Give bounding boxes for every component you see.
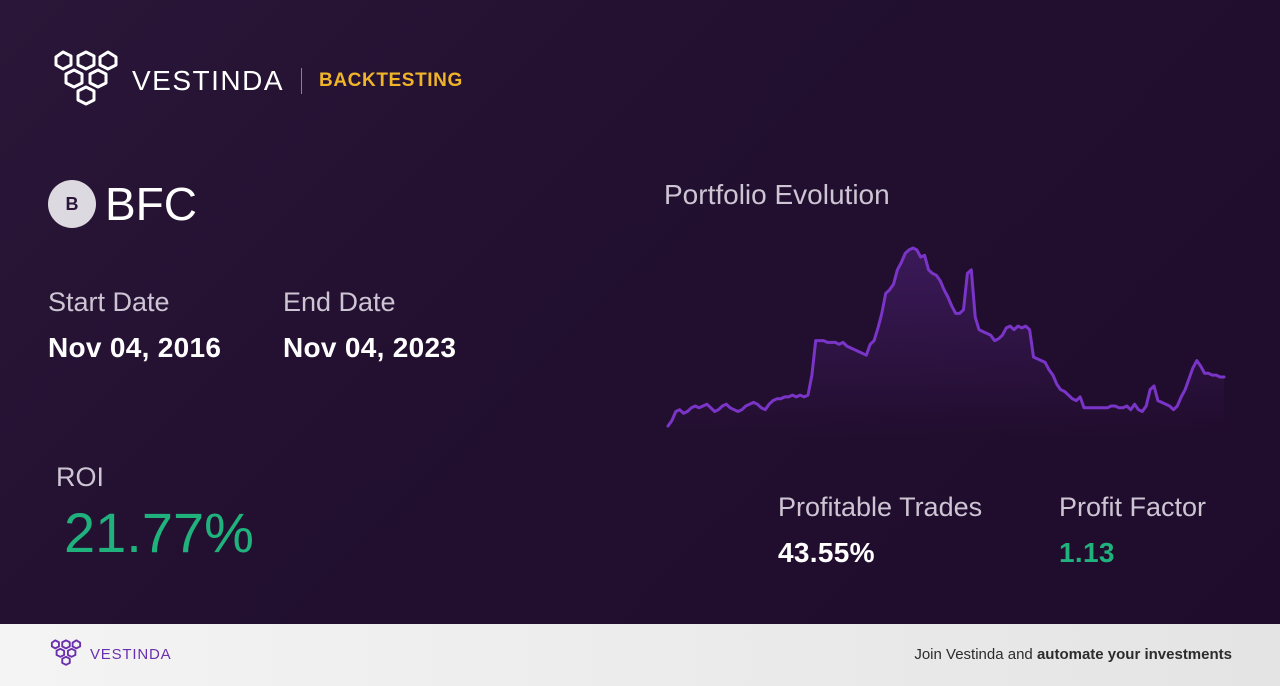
footer: VESTINDA Join Vestinda and automate your… xyxy=(0,624,1280,686)
end-date-label: End Date xyxy=(283,287,396,317)
chart-area-fill xyxy=(668,248,1224,436)
profitable-trades-value: 43.55% xyxy=(778,537,875,568)
chart-title: Portfolio Evolution xyxy=(664,179,890,210)
ticker-symbol: BFC xyxy=(105,178,197,230)
ticker: B BFC xyxy=(48,177,197,231)
section-title: BACKTESTING xyxy=(319,70,463,91)
roi-label: ROI xyxy=(56,462,105,492)
brand-name: VESTINDA xyxy=(132,65,285,96)
footer-cta[interactable]: Join Vestinda and automate your investme… xyxy=(914,646,1232,663)
hexagon-cluster-icon xyxy=(54,50,118,106)
profit-factor-label: Profit Factor xyxy=(1059,492,1207,522)
portfolio-chart xyxy=(666,246,1226,436)
roi-value: 21.77% xyxy=(64,501,254,564)
profit-factor-value: 1.13 xyxy=(1059,537,1115,568)
start-date-label: Start Date xyxy=(48,287,170,317)
header-divider xyxy=(301,68,303,94)
footer-brand: VESTINDA xyxy=(90,645,172,663)
chart-series-line xyxy=(666,246,1226,428)
header: VESTINDA BACKTESTING xyxy=(48,46,463,116)
start-date-value: Nov 04, 2016 xyxy=(48,332,222,363)
footer-cta-prefix: Join Vestinda and xyxy=(914,646,1037,663)
footer-logo[interactable]: VESTINDA xyxy=(48,638,171,670)
profitable-trades-label: Profitable Trades xyxy=(778,492,983,522)
footer-cta-bold: automate your investments xyxy=(1036,646,1232,663)
backtest-card: VESTINDA BACKTESTING B BFC Start Date No… xyxy=(0,0,1280,624)
ticker-badge: B xyxy=(48,180,96,228)
hexagon-cluster-icon xyxy=(50,639,82,666)
end-date-value: Nov 04, 2023 xyxy=(283,332,457,363)
